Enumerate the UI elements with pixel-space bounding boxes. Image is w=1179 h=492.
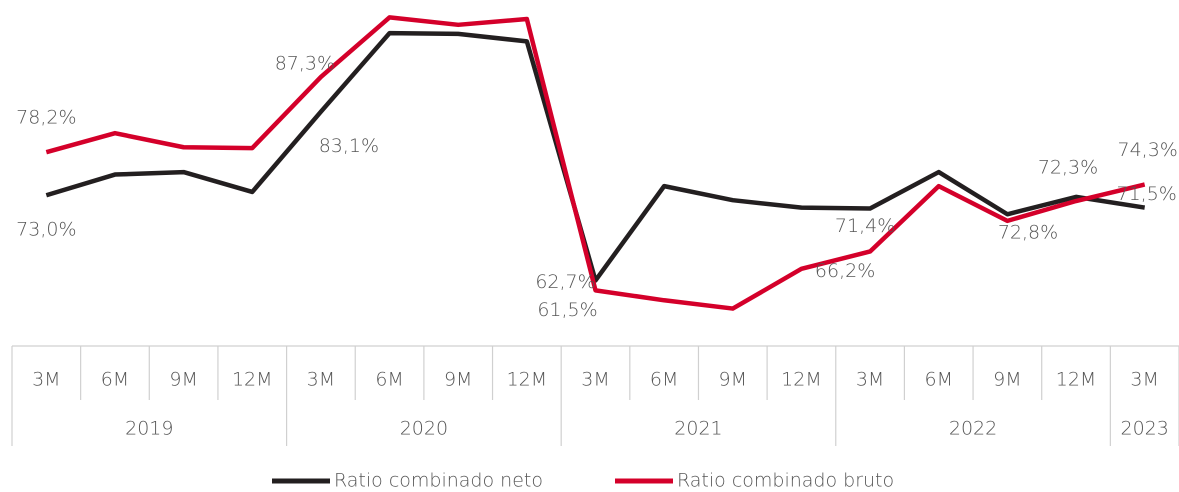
x-tick-label: 12M xyxy=(507,369,548,391)
x-tick-label: 3M xyxy=(1130,369,1158,391)
data-label: 61,5% xyxy=(537,299,597,321)
x-tick-label: 3M xyxy=(307,369,335,391)
x-tick-label: 9M xyxy=(444,369,472,391)
x-tick-label: 6M xyxy=(101,369,129,391)
x-tick-label: 9M xyxy=(719,369,747,391)
data-label: 66,2% xyxy=(815,260,875,282)
series-line xyxy=(45,30,1146,283)
x-tick-label: 12M xyxy=(781,369,822,391)
x-tick-label: 12M xyxy=(232,369,273,391)
data-label: 74,3% xyxy=(1117,139,1177,161)
legend-label: Ratio combinado neto xyxy=(334,470,543,492)
x-tick-label: 12M xyxy=(1056,369,1097,391)
x-tick-label: 3M xyxy=(581,369,609,391)
data-label: 83,1% xyxy=(319,135,379,157)
data-label: 71,4% xyxy=(835,215,895,237)
year-label: 2020 xyxy=(400,418,448,440)
year-label: 2019 xyxy=(125,418,173,440)
data-label: 87,3% xyxy=(275,52,335,74)
data-label: 73,0% xyxy=(16,219,76,241)
year-label: 2023 xyxy=(1120,418,1168,440)
data-label: 72,3% xyxy=(1038,157,1098,179)
data-label: 62,7% xyxy=(535,271,595,293)
series-line xyxy=(45,15,1146,311)
legend-label: Ratio combinado bruto xyxy=(677,470,894,492)
year-label: 2021 xyxy=(674,418,722,440)
x-tick-label: 9M xyxy=(169,369,197,391)
x-tick-label: 3M xyxy=(32,369,60,391)
data-label: 78,2% xyxy=(16,107,76,129)
data-label: 72,8% xyxy=(998,221,1058,243)
x-tick-label: 6M xyxy=(650,369,678,391)
x-tick-label: 6M xyxy=(924,369,952,391)
x-tick-label: 6M xyxy=(375,369,403,391)
data-label: 71,5% xyxy=(1116,183,1176,205)
x-tick-label: 3M xyxy=(856,369,884,391)
year-label: 2022 xyxy=(949,418,997,440)
x-tick-label: 9M xyxy=(993,369,1021,391)
